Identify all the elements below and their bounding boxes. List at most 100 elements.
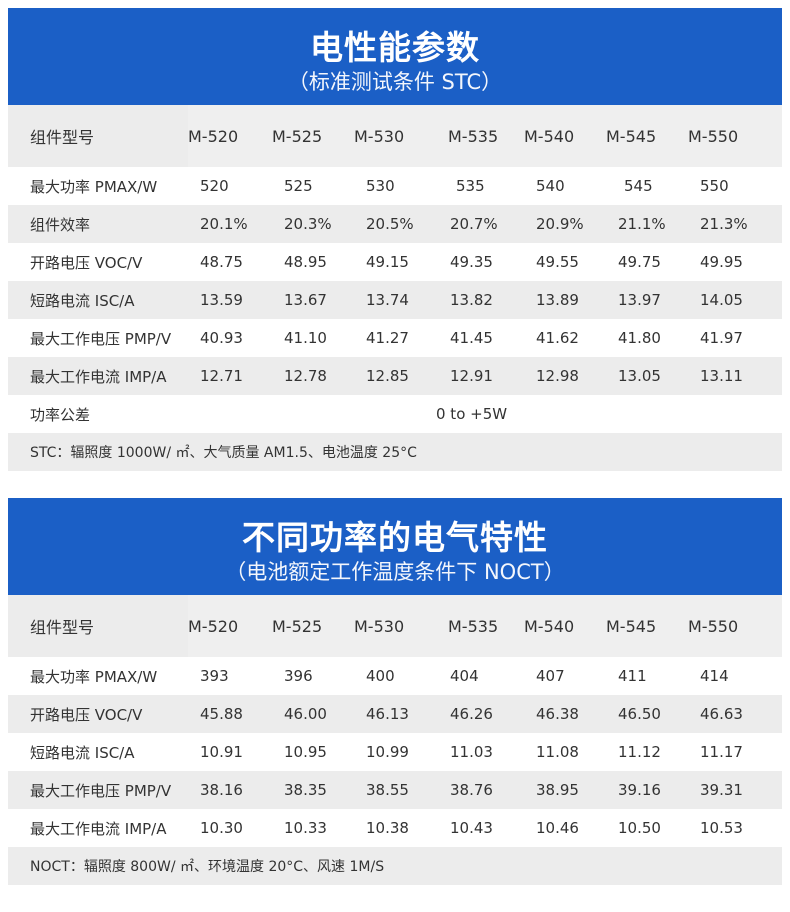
value-cell: 14.05 [688,281,782,319]
stc-header-row: 组件型号 M-520 M-525 M-530 M-535 M-540 M-545… [8,105,782,167]
value-cell: 12.91 [436,357,524,395]
value-cell: 41.27 [354,319,436,357]
model-cell: M-525 [272,595,354,657]
value-cell: 11.03 [436,733,524,771]
value-cell: 20.5% [354,205,436,243]
value-cell: 46.63 [688,695,782,733]
value-cell: 20.7% [436,205,524,243]
row-label: 开路电压 VOC/V [8,695,188,733]
value-cell: 46.50 [606,695,688,733]
value-cell: 46.38 [524,695,606,733]
table-row: 最大功率 PMAX/W 393 396 400 404 407 411 414 [8,657,782,695]
table-row: 最大功率 PMAX/W 520 525 530 535 540 545 550 [8,167,782,205]
value-cell: 38.16 [188,771,272,809]
value-cell: 39.31 [688,771,782,809]
value-cell: 49.55 [524,243,606,281]
value-cell: 38.55 [354,771,436,809]
value-cell: 10.91 [188,733,272,771]
model-cell: M-520 [188,595,272,657]
row-label: 开路电压 VOC/V [8,243,188,281]
value-cell: 11.17 [688,733,782,771]
model-cell: M-550 [688,595,782,657]
model-cell: M-520 [188,105,272,167]
table-row: 短路电流 ISC/A 13.59 13.67 13.74 13.82 13.89… [8,281,782,319]
table-row: 开路电压 VOC/V 48.75 48.95 49.15 49.35 49.55… [8,243,782,281]
value-cell: 10.50 [606,809,688,847]
model-cell: M-535 [436,595,524,657]
value-cell: 12.78 [272,357,354,395]
value-cell: 10.43 [436,809,524,847]
noct-table: 组件型号 M-520 M-525 M-530 M-535 M-540 M-545… [8,595,782,885]
value-cell: 20.3% [272,205,354,243]
value-cell: 10.95 [272,733,354,771]
noct-subtitle: （电池额定工作温度条件下 NOCT） [225,560,565,584]
value-cell: 550 [688,167,782,205]
value-cell: 13.05 [606,357,688,395]
value-cell: 49.75 [606,243,688,281]
value-cell: 45.88 [188,695,272,733]
value-cell: 411 [606,657,688,695]
value-cell: 13.11 [688,357,782,395]
row-label: 最大工作电流 IMP/A [8,357,188,395]
stc-table: 组件型号 M-520 M-525 M-530 M-535 M-540 M-545… [8,105,782,471]
noct-banner: 不同功率的电气特性 （电池额定工作温度条件下 NOCT） [8,498,782,595]
value-cell: 46.13 [354,695,436,733]
model-cell: M-545 [606,595,688,657]
value-cell: 41.97 [688,319,782,357]
value-cell: 10.38 [354,809,436,847]
value-cell: 530 [354,167,436,205]
value-cell: 13.97 [606,281,688,319]
value-cell: 39.16 [606,771,688,809]
value-cell: 520 [188,167,272,205]
row-label: 短路电流 ISC/A [8,733,188,771]
value-cell: 11.08 [524,733,606,771]
value-cell: 525 [272,167,354,205]
tolerance-value: 0 to +5W [188,395,782,433]
value-cell: 12.71 [188,357,272,395]
model-cell: M-550 [688,105,782,167]
value-cell: 535 [436,167,524,205]
stc-section: 电性能参数 （标准测试条件 STC） 组件型号 M-520 M-525 M-53… [8,8,782,471]
model-cell: M-540 [524,105,606,167]
value-cell: 407 [524,657,606,695]
header-label: 组件型号 [8,105,188,167]
note-row: STC：辐照度 1000W/ ㎡、大气质量 AM1.5、电池温度 25°C [8,433,782,471]
table-row: 最大工作电流 IMP/A 12.71 12.78 12.85 12.91 12.… [8,357,782,395]
value-cell: 48.95 [272,243,354,281]
table-row: 开路电压 VOC/V 45.88 46.00 46.13 46.26 46.38… [8,695,782,733]
row-label: 短路电流 ISC/A [8,281,188,319]
value-cell: 48.75 [188,243,272,281]
value-cell: 396 [272,657,354,695]
value-cell: 41.45 [436,319,524,357]
value-cell: 393 [188,657,272,695]
noct-title: 不同功率的电气特性 [242,518,548,557]
noct-note: NOCT：辐照度 800W/ ㎡、环境温度 20°C、风速 1M/S [8,847,782,885]
row-label: 功率公差 [8,395,188,433]
value-cell: 41.10 [272,319,354,357]
value-cell: 40.93 [188,319,272,357]
table-row: 短路电流 ISC/A 10.91 10.95 10.99 11.03 11.08… [8,733,782,771]
noct-section: 不同功率的电气特性 （电池额定工作温度条件下 NOCT） 组件型号 M-520 … [8,498,782,885]
value-cell: 404 [436,657,524,695]
row-label: 最大工作电流 IMP/A [8,809,188,847]
value-cell: 545 [606,167,688,205]
stc-banner: 电性能参数 （标准测试条件 STC） [8,8,782,105]
noct-header-row: 组件型号 M-520 M-525 M-530 M-535 M-540 M-545… [8,595,782,657]
value-cell: 12.85 [354,357,436,395]
value-cell: 10.46 [524,809,606,847]
value-cell: 400 [354,657,436,695]
value-cell: 13.74 [354,281,436,319]
header-label: 组件型号 [8,595,188,657]
stc-note: STC：辐照度 1000W/ ㎡、大气质量 AM1.5、电池温度 25°C [8,433,782,471]
model-cell: M-525 [272,105,354,167]
value-cell: 11.12 [606,733,688,771]
value-cell: 38.35 [272,771,354,809]
value-cell: 10.33 [272,809,354,847]
row-label: 最大功率 PMAX/W [8,657,188,695]
value-cell: 38.95 [524,771,606,809]
model-cell: M-530 [354,595,436,657]
value-cell: 41.62 [524,319,606,357]
value-cell: 49.15 [354,243,436,281]
model-cell: M-535 [436,105,524,167]
table-row: 组件效率 20.1% 20.3% 20.5% 20.7% 20.9% 21.1%… [8,205,782,243]
